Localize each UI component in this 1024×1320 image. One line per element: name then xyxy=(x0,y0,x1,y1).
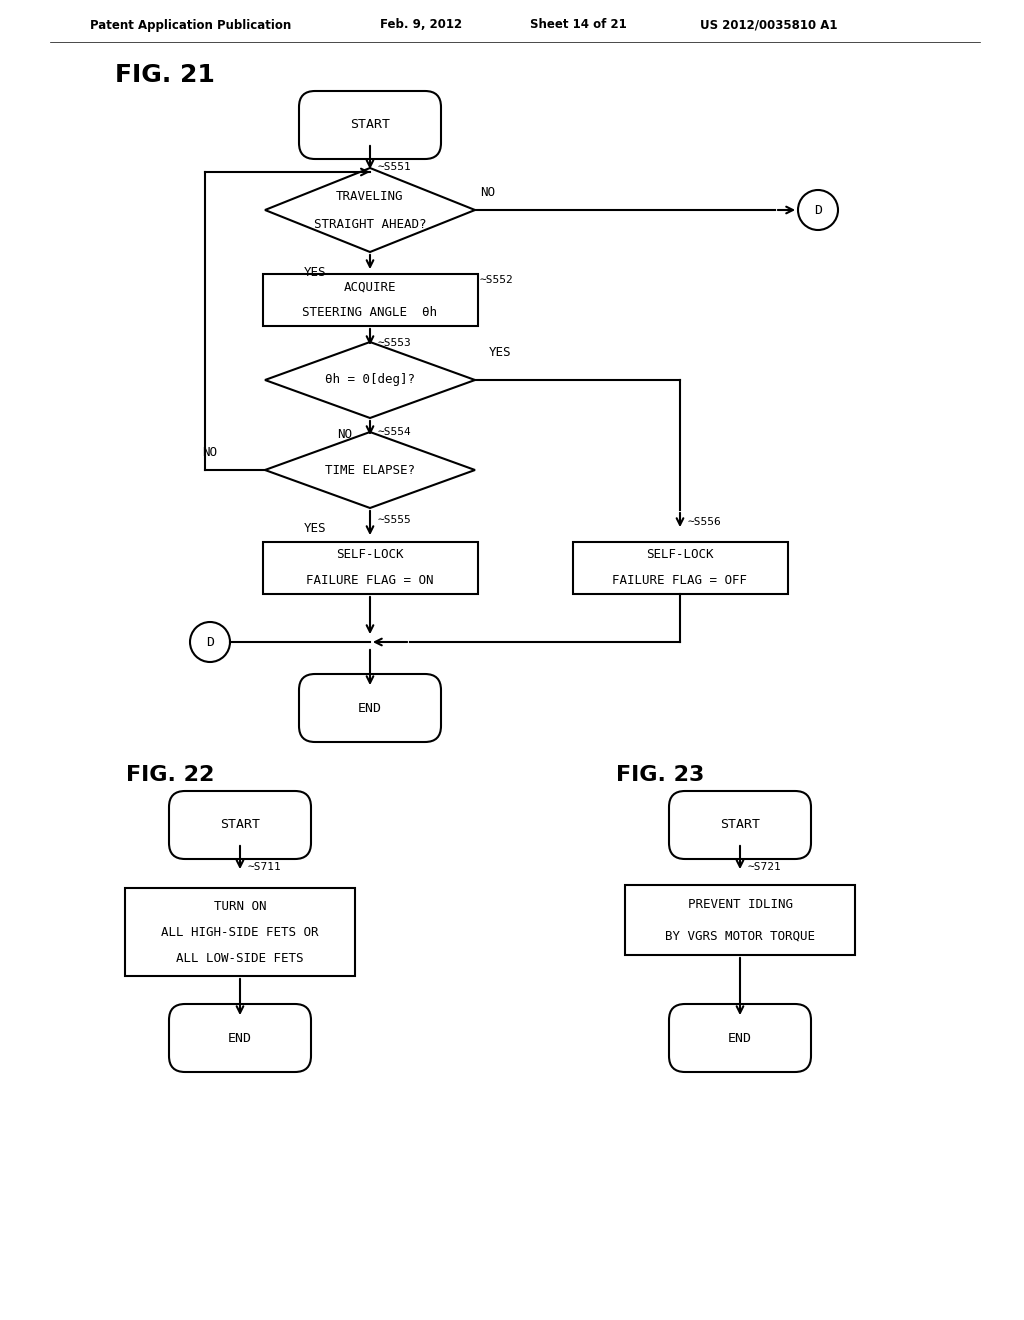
Text: BY VGRS MOTOR TORQUE: BY VGRS MOTOR TORQUE xyxy=(665,929,815,942)
Text: STRAIGHT AHEAD?: STRAIGHT AHEAD? xyxy=(313,218,426,231)
Text: ∼S711: ∼S711 xyxy=(248,862,282,873)
Text: FIG. 23: FIG. 23 xyxy=(615,766,705,785)
Text: ∼S553: ∼S553 xyxy=(378,338,412,348)
Text: ACQUIRE: ACQUIRE xyxy=(344,281,396,293)
Text: START: START xyxy=(220,818,260,832)
Text: Patent Application Publication: Patent Application Publication xyxy=(90,18,291,32)
Text: θh = 0[deg]?: θh = 0[deg]? xyxy=(325,374,415,387)
Text: NO: NO xyxy=(203,446,217,458)
Text: YES: YES xyxy=(488,346,511,359)
Text: PREVENT IDLING: PREVENT IDLING xyxy=(687,898,793,911)
Text: END: END xyxy=(358,701,382,714)
FancyBboxPatch shape xyxy=(669,791,811,859)
Text: FIG. 21: FIG. 21 xyxy=(115,63,215,87)
Text: YES: YES xyxy=(304,265,327,279)
Bar xyxy=(262,543,477,594)
Text: ∼S721: ∼S721 xyxy=(748,862,781,873)
Text: SELF-LOCK: SELF-LOCK xyxy=(646,549,714,561)
Polygon shape xyxy=(265,342,475,418)
Text: START: START xyxy=(720,818,760,832)
FancyBboxPatch shape xyxy=(169,1005,311,1072)
Text: TIME ELAPSE?: TIME ELAPSE? xyxy=(325,463,415,477)
Text: D: D xyxy=(814,203,822,216)
Polygon shape xyxy=(265,168,475,252)
Text: TRAVELING: TRAVELING xyxy=(336,190,403,202)
Bar xyxy=(572,543,787,594)
Bar xyxy=(625,884,855,954)
Text: ∼S555: ∼S555 xyxy=(378,515,412,525)
Text: FAILURE FLAG = OFF: FAILURE FLAG = OFF xyxy=(612,574,748,587)
Text: ∼S554: ∼S554 xyxy=(378,426,412,437)
Bar xyxy=(262,275,477,326)
FancyBboxPatch shape xyxy=(299,675,441,742)
Text: YES: YES xyxy=(304,521,327,535)
Text: ALL LOW-SIDE FETS: ALL LOW-SIDE FETS xyxy=(176,952,304,965)
Text: FIG. 22: FIG. 22 xyxy=(126,766,214,785)
Text: START: START xyxy=(350,119,390,132)
Text: ∼S551: ∼S551 xyxy=(378,162,412,172)
Text: FAILURE FLAG = ON: FAILURE FLAG = ON xyxy=(306,574,434,587)
FancyBboxPatch shape xyxy=(299,91,441,158)
Text: Sheet 14 of 21: Sheet 14 of 21 xyxy=(530,18,627,32)
Text: US 2012/0035810 A1: US 2012/0035810 A1 xyxy=(700,18,838,32)
Text: ALL HIGH-SIDE FETS OR: ALL HIGH-SIDE FETS OR xyxy=(161,925,318,939)
Bar xyxy=(125,888,355,975)
Circle shape xyxy=(190,622,230,663)
Text: D: D xyxy=(206,635,214,648)
Text: STEERING ANGLE  θh: STEERING ANGLE θh xyxy=(302,306,437,319)
Text: Feb. 9, 2012: Feb. 9, 2012 xyxy=(380,18,462,32)
Circle shape xyxy=(798,190,838,230)
Text: NO: NO xyxy=(338,428,352,441)
Text: ∼S552: ∼S552 xyxy=(480,275,514,285)
FancyBboxPatch shape xyxy=(169,791,311,859)
Text: END: END xyxy=(728,1031,752,1044)
Text: NO: NO xyxy=(480,186,496,198)
Text: ∼S556: ∼S556 xyxy=(688,517,722,527)
FancyBboxPatch shape xyxy=(669,1005,811,1072)
Text: SELF-LOCK: SELF-LOCK xyxy=(336,549,403,561)
Text: END: END xyxy=(228,1031,252,1044)
Polygon shape xyxy=(265,432,475,508)
Text: TURN ON: TURN ON xyxy=(214,899,266,912)
